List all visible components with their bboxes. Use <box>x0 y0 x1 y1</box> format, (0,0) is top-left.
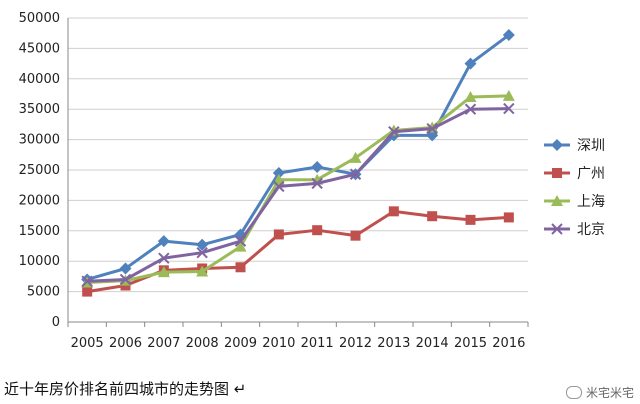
x-tick-label: 2005 <box>71 336 104 351</box>
series-line <box>87 94 509 284</box>
legend-label: 上海 <box>577 194 605 210</box>
data-point <box>311 160 324 173</box>
y-tick-label: 20000 <box>19 193 60 208</box>
legend-marker <box>551 139 563 151</box>
data-point <box>388 125 400 138</box>
watermark-text: 米宅米宅 <box>585 386 634 400</box>
x-tick-label: 2015 <box>454 336 487 351</box>
y-tick-label: 40000 <box>19 72 60 87</box>
y-tick-label: 35000 <box>19 102 60 117</box>
legend-marker <box>551 195 563 206</box>
legend-label: 广州 <box>577 166 605 182</box>
data-point <box>235 262 246 273</box>
data-point <box>157 235 170 248</box>
wechat-icon <box>565 386 582 399</box>
data-point <box>349 151 362 163</box>
x-tick-label: 2014 <box>416 336 449 351</box>
y-tick-label: 15000 <box>19 224 60 239</box>
data-point <box>81 275 93 287</box>
data-point <box>350 230 361 241</box>
data-point <box>388 206 399 217</box>
x-tick-label: 2006 <box>109 336 142 351</box>
data-point <box>273 180 285 193</box>
data-point <box>503 102 515 115</box>
x-tick-label: 2008 <box>186 336 219 351</box>
x-tick-label: 2010 <box>262 336 295 351</box>
data-point <box>427 211 438 222</box>
series-line <box>87 107 509 283</box>
data-point <box>158 252 170 264</box>
line-chart: 0 5000 10000 15000 20000 25000 30000 35000 40000… <box>19 11 605 351</box>
data-point <box>465 214 476 225</box>
data-point <box>196 238 209 251</box>
y-tick-label: 10000 <box>19 254 60 269</box>
x-tick-label: 2013 <box>377 336 410 351</box>
data-point <box>196 246 208 259</box>
legend-label: 深圳 <box>577 138 605 154</box>
x-tick-label: 2007 <box>147 336 180 351</box>
watermark: 米宅米宅 <box>565 384 634 401</box>
data-point <box>234 235 247 247</box>
y-tick-label: 45000 <box>19 41 60 56</box>
data-point <box>464 57 477 70</box>
data-point <box>502 29 515 42</box>
data-point <box>272 167 285 180</box>
data-point <box>349 168 362 180</box>
chart-caption: 近十年房价排名前四城市的走势图 ↵ <box>4 380 247 398</box>
data-point <box>82 286 93 297</box>
data-point <box>312 225 323 236</box>
legend-marker <box>552 168 562 178</box>
data-point <box>502 89 515 101</box>
y-tick-label: 50000 <box>19 11 60 26</box>
data-point <box>157 266 170 278</box>
chart-area: 0 5000 10000 15000 20000 25000 30000 35000 40000… <box>18 11 605 351</box>
legend-marker <box>551 223 563 235</box>
legend-label: 北京 <box>577 222 605 238</box>
data-point <box>273 229 284 240</box>
data-point <box>119 273 132 286</box>
data-point <box>272 173 285 185</box>
series-line <box>86 33 510 281</box>
y-tick-label: 0 <box>52 315 60 330</box>
data-point <box>464 103 477 115</box>
data-point <box>311 177 323 190</box>
y-tick-label: 5000 <box>27 285 60 300</box>
y-tick-label: 25000 <box>19 163 60 178</box>
x-tick-label: 2011 <box>301 336 334 351</box>
data-point <box>196 265 209 277</box>
x-tick-label: 2016 <box>492 336 525 351</box>
x-tick-label: 2012 <box>339 336 372 351</box>
y-tick-label: 30000 <box>19 133 60 148</box>
data-point <box>234 240 247 252</box>
data-point <box>426 122 438 135</box>
data-point <box>119 262 132 275</box>
data-point <box>503 212 514 223</box>
x-tick-label: 2009 <box>224 336 257 351</box>
data-point <box>464 91 477 103</box>
